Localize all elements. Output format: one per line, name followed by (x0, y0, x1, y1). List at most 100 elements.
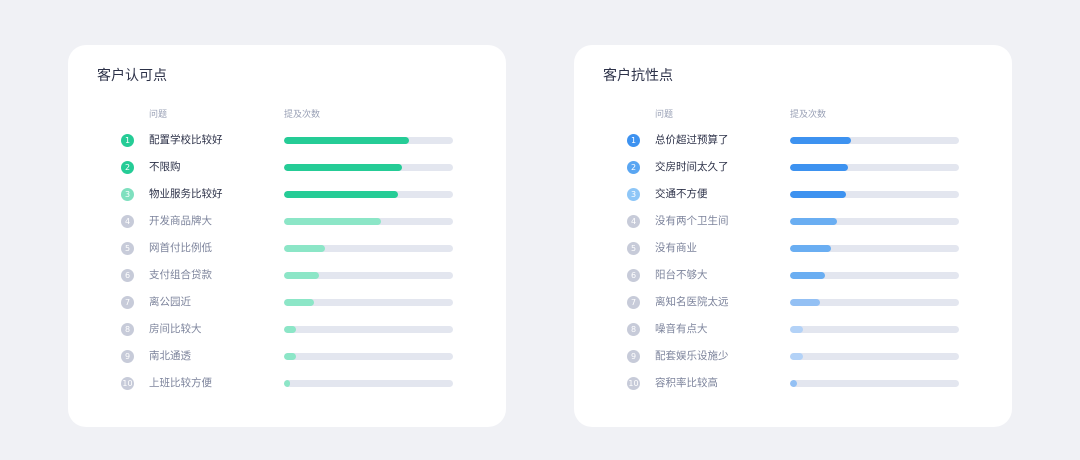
question-label: 噪音有点大 (655, 323, 708, 335)
rank-badge: 3 (121, 188, 134, 201)
mention-bar-track (284, 272, 453, 279)
mention-bar-track (790, 245, 959, 252)
mention-bar-fill (790, 137, 851, 144)
mention-bar-track (284, 245, 453, 252)
ranking-list: 1 总价超过预算了 2 交房时间太久了 3 交通不方便 4 没有两个卫生间 5 没有商业 6 阳台不够… (574, 127, 1012, 397)
ranking-row: 8 房间比较大 (68, 316, 506, 343)
question-label: 总价超过预算了 (655, 134, 729, 146)
rank-badge: 10 (627, 377, 640, 390)
mention-bar-fill (790, 326, 803, 333)
mention-bar-fill (284, 137, 410, 144)
rank-badge: 1 (627, 134, 640, 147)
question-label: 不限购 (149, 161, 181, 173)
ranking-row: 5 网首付比例低 (68, 235, 506, 262)
question-label: 交通不方便 (655, 188, 708, 200)
rank-badge: 5 (121, 242, 134, 255)
rank-badge: 1 (121, 134, 134, 147)
mention-bar-fill (790, 299, 821, 306)
question-label: 支付组合贷款 (149, 269, 212, 281)
ranking-row: 6 支付组合贷款 (68, 262, 506, 289)
question-label: 没有两个卫生间 (655, 215, 729, 227)
rank-badge: 7 (627, 296, 640, 309)
rank-badge: 7 (121, 296, 134, 309)
mention-bar-track (790, 272, 959, 279)
question-label: 离公园近 (149, 296, 191, 308)
mention-bar-fill (284, 218, 382, 225)
mention-bar-fill (790, 380, 797, 387)
ranking-row: 1 配置学校比较好 (68, 127, 506, 154)
mention-bar-track (790, 218, 959, 225)
mention-bar-fill (790, 353, 803, 360)
mention-bar-track (284, 380, 453, 387)
question-label: 配置学校比较好 (149, 134, 223, 146)
column-header-question: 问题 (655, 110, 674, 120)
question-label: 网首付比例低 (149, 242, 212, 254)
ranking-row: 9 南北通透 (68, 343, 506, 370)
rank-badge: 2 (627, 161, 640, 174)
ranking-row: 7 离知名医院太远 (574, 289, 1012, 316)
mention-bar-track (284, 137, 453, 144)
mention-bar-track (284, 191, 453, 198)
mention-bar-track (284, 299, 453, 306)
mention-bar-track (790, 380, 959, 387)
rank-badge: 2 (121, 161, 134, 174)
resistance-card: 客户抗性点 问题 提及次数 1 总价超过预算了 2 交房时间太久了 3 交通不方便 4 没有两… (574, 45, 1012, 427)
mention-bar-fill (790, 164, 849, 171)
ranking-row: 5 没有商业 (574, 235, 1012, 262)
question-label: 离知名医院太远 (655, 296, 729, 308)
mention-bar-fill (284, 164, 403, 171)
rank-badge: 8 (121, 323, 134, 336)
ranking-row: 1 总价超过预算了 (574, 127, 1012, 154)
mention-bar-fill (790, 191, 846, 198)
question-label: 容积率比较高 (655, 377, 718, 389)
question-label: 物业服务比较好 (149, 188, 223, 200)
rank-badge: 5 (627, 242, 640, 255)
ranking-list: 1 配置学校比较好 2 不限购 3 物业服务比较好 4 开发商品牌大 5 网首付比例低 6 支付组合贷… (68, 127, 506, 397)
rank-badge: 4 (121, 215, 134, 228)
ranking-row: 3 物业服务比较好 (68, 181, 506, 208)
ranking-row: 9 配套娱乐设施少 (574, 343, 1012, 370)
mention-bar-track (284, 164, 453, 171)
rank-badge: 3 (627, 188, 640, 201)
mention-bar-fill (284, 191, 399, 198)
question-label: 上班比较方便 (149, 377, 212, 389)
mention-bar-fill (284, 272, 320, 279)
mention-bar-track (284, 218, 453, 225)
column-header-mentions: 提及次数 (284, 110, 321, 120)
mention-bar-fill (284, 326, 296, 333)
card-title: 客户抗性点 (603, 68, 673, 84)
mention-bar-track (790, 326, 959, 333)
rank-badge: 4 (627, 215, 640, 228)
mention-bar-fill (790, 272, 826, 279)
ranking-row: 4 没有两个卫生间 (574, 208, 1012, 235)
mention-bar-fill (284, 299, 315, 306)
question-label: 没有商业 (655, 242, 697, 254)
ranking-row: 6 阳台不够大 (574, 262, 1012, 289)
rank-badge: 6 (627, 269, 640, 282)
mention-bar-track (790, 191, 959, 198)
question-label: 配套娱乐设施少 (655, 350, 729, 362)
ranking-row: 3 交通不方便 (574, 181, 1012, 208)
question-label: 交房时间太久了 (655, 161, 729, 173)
card-title: 客户认可点 (97, 68, 167, 84)
ranking-row: 8 噪音有点大 (574, 316, 1012, 343)
recognition-card: 客户认可点 问题 提及次数 1 配置学校比较好 2 不限购 3 物业服务比较好 4 开发商品牌… (68, 45, 506, 427)
ranking-row: 2 交房时间太久了 (574, 154, 1012, 181)
mention-bar-fill (284, 380, 290, 387)
mention-bar-fill (284, 245, 325, 252)
column-header-question: 问题 (149, 110, 168, 120)
mention-bar-track (790, 353, 959, 360)
mention-bar-track (790, 299, 959, 306)
rank-badge: 8 (627, 323, 640, 336)
ranking-row: 10 上班比较方便 (68, 370, 506, 397)
mention-bar-track (284, 353, 453, 360)
ranking-row: 7 离公园近 (68, 289, 506, 316)
mention-bar-track (790, 164, 959, 171)
rank-badge: 6 (121, 269, 134, 282)
rank-badge: 10 (121, 377, 134, 390)
question-label: 开发商品牌大 (149, 215, 212, 227)
mention-bar-track (790, 137, 959, 144)
rank-badge: 9 (121, 350, 134, 363)
column-header-mentions: 提及次数 (790, 110, 827, 120)
mention-bar-fill (790, 218, 838, 225)
